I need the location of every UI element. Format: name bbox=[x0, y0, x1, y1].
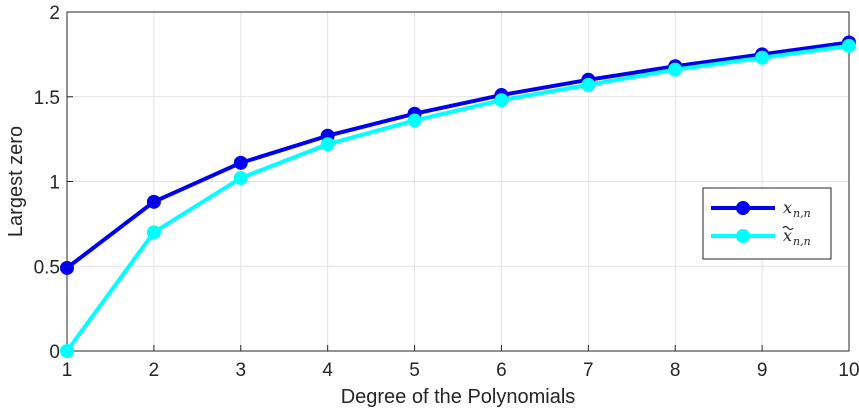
legend-entry: x n,n bbox=[711, 198, 811, 220]
data-point bbox=[233, 155, 248, 170]
data-point bbox=[842, 38, 856, 53]
x-tick-label: 4 bbox=[322, 360, 333, 381]
data-point bbox=[233, 171, 248, 186]
legend-marker bbox=[736, 201, 750, 215]
y-tick-label: 1 bbox=[49, 173, 60, 194]
data-point bbox=[60, 260, 74, 275]
y-axis-label: Largest zero bbox=[5, 126, 27, 237]
legend-label-subscript: n,n bbox=[793, 207, 811, 220]
data-point bbox=[494, 93, 509, 108]
data-point bbox=[146, 225, 161, 240]
data-point bbox=[581, 77, 596, 92]
x-tick-label: 9 bbox=[757, 360, 768, 381]
x-tick-label: 1 bbox=[62, 360, 73, 381]
x-axis-ticks: 1 2 3 4 5 6 7 8 9 10 bbox=[62, 345, 859, 381]
x-tick-label: 5 bbox=[409, 360, 420, 381]
y-axis-ticks: 0 0.5 1 1.5 2 bbox=[34, 3, 73, 363]
data-point bbox=[320, 137, 335, 152]
x-tick-label: 3 bbox=[235, 360, 246, 381]
series-line bbox=[65, 40, 850, 270]
x-axis-label: Degree of the Polynomials bbox=[341, 386, 576, 408]
legend-entry: x n,n bbox=[711, 225, 811, 248]
data-point bbox=[60, 344, 74, 358]
legend-marker bbox=[736, 229, 750, 243]
data-point bbox=[755, 50, 770, 65]
series-x-tilde-n-n bbox=[60, 38, 856, 358]
x-tick-label: 6 bbox=[496, 360, 507, 381]
legend: x n,nx n,n bbox=[702, 187, 832, 260]
x-tick-label: 8 bbox=[670, 360, 681, 381]
y-tick-label: 0 bbox=[49, 342, 60, 363]
tilde-accent bbox=[782, 225, 794, 231]
x-tick-label: 2 bbox=[149, 360, 160, 381]
legend-label-subscript: n,n bbox=[793, 235, 811, 248]
x-tick-label: 7 bbox=[583, 360, 594, 381]
series bbox=[60, 35, 856, 358]
y-tick-label: 1.5 bbox=[34, 88, 60, 109]
legend-label: x bbox=[783, 226, 792, 245]
legend-label: x bbox=[783, 198, 792, 217]
series-line bbox=[65, 43, 850, 353]
data-point bbox=[407, 113, 422, 128]
x-tick-label: 10 bbox=[838, 360, 859, 381]
data-point bbox=[146, 194, 161, 209]
data-point bbox=[668, 62, 683, 77]
y-tick-label: 2 bbox=[49, 3, 60, 24]
legend-box bbox=[702, 187, 832, 260]
y-tick-label: 0.5 bbox=[34, 257, 60, 278]
